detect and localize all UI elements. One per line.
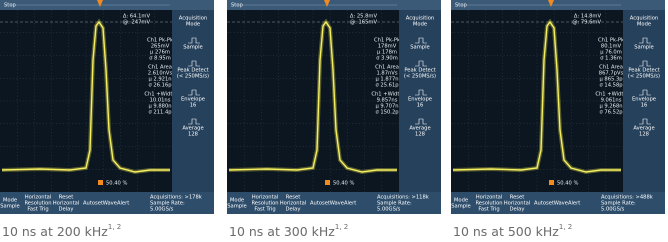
- caption-text: 10 ns at 200 kHz: [2, 224, 108, 239]
- bottom-item: Sample: [451, 204, 470, 210]
- status: Stop: [4, 3, 17, 9]
- caption-text: 10 ns at 300 kHz: [229, 224, 335, 239]
- caption-text: 10 ns at 500 kHz: [453, 224, 559, 239]
- menu-item: Mode: [637, 22, 651, 28]
- menu-item: (< 250MS/s): [628, 74, 660, 80]
- bottom-item: Sample: [227, 204, 246, 210]
- bottom-item: Fast Trig: [254, 207, 275, 213]
- bottom-item: 5.00GS/s: [601, 207, 625, 213]
- at-readout: @: 165mV: [350, 20, 378, 26]
- measurement-sigma: σ 76.52p: [599, 110, 623, 116]
- cursor-readout: 50.40 %: [557, 181, 578, 187]
- menu-item: 128: [188, 132, 198, 138]
- bottom-item: Autoset: [534, 201, 554, 207]
- cursor-tag: [549, 180, 554, 185]
- bottom-item: Fast Trig: [478, 207, 499, 213]
- menu-item: Sample: [410, 45, 429, 51]
- menu-item: 16: [417, 103, 424, 109]
- measurement-sigma: σ 150.2p: [375, 110, 399, 116]
- bottom-item: Sample: [0, 204, 19, 210]
- caption: 10 ns at 300 kHz1, 2: [229, 223, 348, 239]
- measurement-sigma: σ 3.90m: [376, 56, 398, 62]
- caption-sup: 1, 2: [108, 223, 121, 231]
- menu-item: Mode: [413, 22, 427, 28]
- menu-item: (< 250MS/s): [177, 74, 209, 80]
- bottom-item: 5.00GS/s: [150, 207, 174, 213]
- at-readout: @: 247mV: [123, 20, 151, 26]
- bottom-item: Delay: [286, 207, 301, 213]
- measurement-sigma: σ 1.36m: [600, 56, 622, 62]
- cursor-readout: 50.40 %: [106, 181, 127, 187]
- bottom-item: WaveAlert: [330, 201, 357, 207]
- menu-item: Sample: [634, 45, 653, 51]
- bottom-item: Delay: [59, 207, 74, 213]
- cursor-tag: [325, 180, 330, 185]
- measurement-sigma: σ 8.95m: [149, 56, 171, 62]
- bottom-item: Fast Trig: [27, 207, 48, 213]
- at-readout: @: 79.6mV: [572, 20, 601, 26]
- bottom-item: Delay: [510, 207, 525, 213]
- menu-item: 128: [639, 132, 649, 138]
- status: Stop: [455, 3, 468, 9]
- cursor-readout: 50.40 %: [333, 181, 354, 187]
- menu-item: Mode: [186, 22, 200, 28]
- status: Stop: [231, 3, 244, 9]
- bottom-item: 5.00GS/s: [377, 207, 401, 213]
- measurement-sigma: σ 26.16p: [148, 83, 172, 89]
- menu-item: 128: [415, 132, 425, 138]
- menu-item: Sample: [183, 45, 202, 51]
- menu-item: 16: [190, 103, 197, 109]
- menu-item: (< 250MS/s): [404, 74, 436, 80]
- bottom-item: Autoset: [310, 201, 330, 207]
- caption-sup: 1, 2: [335, 223, 348, 231]
- measurement-sigma: σ 14.58p: [599, 83, 623, 89]
- caption: 10 ns at 200 kHz1, 2: [2, 223, 121, 239]
- caption: 10 ns at 500 kHz1, 2: [453, 223, 572, 239]
- cursor-tag: [98, 180, 103, 185]
- measurement-sigma: σ 211.4p: [148, 110, 172, 116]
- measurement-sigma: σ 25.61p: [375, 83, 399, 89]
- bottom-item: WaveAlert: [103, 201, 130, 207]
- bottom-item: WaveAlert: [554, 201, 581, 207]
- figure: StopΔ: 64.1mV@: 247mVCh1 Pk-Pk265mVμ 276…: [0, 0, 668, 242]
- caption-sup: 1, 2: [559, 223, 572, 231]
- menu-item: 16: [641, 103, 648, 109]
- bottom-item: Autoset: [83, 201, 103, 207]
- scope-screenshot: StopΔ: 64.1mV@: 247mVCh1 Pk-Pk265mVμ 276…: [0, 0, 214, 239]
